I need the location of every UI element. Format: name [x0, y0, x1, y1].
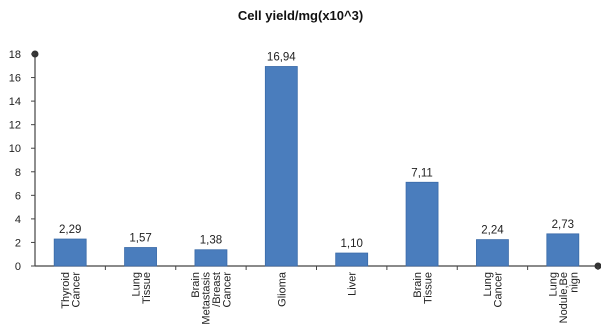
bar	[405, 181, 439, 267]
bar	[476, 239, 509, 267]
category-label-line: Nodule,Be	[558, 272, 570, 323]
bar-value-label: 1,38	[200, 235, 222, 247]
x-axis	[35, 262, 601, 270]
category-label-line: Brain	[190, 272, 202, 298]
category-label-line: Lung	[547, 272, 559, 296]
category-label-text: LungNodule,Benign	[547, 272, 580, 323]
y-axis: 0 2 4 6 8 10 12 14 16 18	[9, 49, 39, 273]
category-label-text: LungCancer	[482, 272, 505, 308]
category-label-line: Lung	[130, 272, 142, 296]
category-label: Liver	[347, 272, 359, 296]
category-label: Glioma	[276, 271, 288, 307]
category-label-line: nign	[568, 272, 580, 293]
bar	[264, 66, 298, 267]
bar-value-label: 2,29	[59, 224, 81, 236]
category-label-line: Glioma	[276, 271, 288, 307]
y-tick-label: 18	[9, 49, 21, 61]
bar	[53, 238, 87, 267]
bar-value-label: 16,94	[267, 51, 296, 63]
category-label: ThyroidCancer	[60, 272, 83, 309]
data-labels: 2,29 1,57 1,38 16,94 1,10 7,11 2,24 2,73	[59, 51, 574, 250]
bar-value-label: 1,10	[340, 238, 362, 250]
bar-value-label: 7,11	[411, 167, 433, 179]
category-label: BrainMetastasis/BreastCancer	[190, 272, 234, 325]
category-label: LungTissue	[130, 272, 153, 304]
category-label-text: ThyroidCancer	[60, 272, 83, 309]
category-labels: ThyroidCancer LungTissue BrainMetastasis/B…	[60, 271, 580, 324]
category-label-line: Liver	[347, 272, 359, 296]
category-label-text: Glioma	[276, 271, 288, 307]
y-tick-label: 14	[9, 96, 21, 108]
bar	[124, 247, 157, 267]
category-label-text: Liver	[347, 272, 359, 296]
bar-value-label: 2,24	[481, 225, 504, 237]
y-tick-label: 8	[15, 167, 21, 179]
category-label-text: LungTissue	[130, 272, 153, 304]
category-label: LungNodule,Benign	[547, 272, 580, 323]
category-label-line: Tissue	[422, 272, 434, 304]
category-label-line: Brain	[412, 272, 424, 298]
category-label-line: Thyroid	[60, 272, 72, 309]
category-label-line: Cancer	[493, 272, 505, 308]
bar-value-label: 1,57	[129, 233, 151, 245]
y-tick-label: 4	[15, 214, 21, 226]
category-label-line: Tissue	[141, 272, 153, 304]
category-label-line: /Breast	[211, 272, 223, 307]
category-label-line: Lung	[482, 272, 494, 296]
y-tick-label: 12	[9, 120, 21, 132]
category-label: LungCancer	[482, 272, 505, 308]
category-label-line: Metastasis	[201, 272, 213, 325]
chart-title: Cell yield/mg(x10^3)	[237, 8, 364, 23]
bar-value-label: 2,73	[552, 219, 574, 231]
category-label-text: BrainTissue	[412, 272, 435, 304]
bar	[194, 249, 228, 267]
y-tick-label: 2	[15, 237, 21, 249]
y-tick-label: 10	[9, 143, 21, 155]
category-label: BrainTissue	[412, 272, 435, 304]
y-tick-label: 0	[15, 261, 21, 273]
bar	[546, 233, 580, 267]
bar	[335, 252, 369, 267]
y-tick-label: 16	[9, 73, 21, 85]
category-label-text: BrainMetastasis/BreastCancer	[190, 272, 234, 325]
bars	[53, 66, 580, 267]
y-tick-label: 6	[15, 190, 21, 202]
category-label-line: Cancer	[222, 272, 234, 308]
category-label-line: Cancer	[70, 272, 82, 308]
